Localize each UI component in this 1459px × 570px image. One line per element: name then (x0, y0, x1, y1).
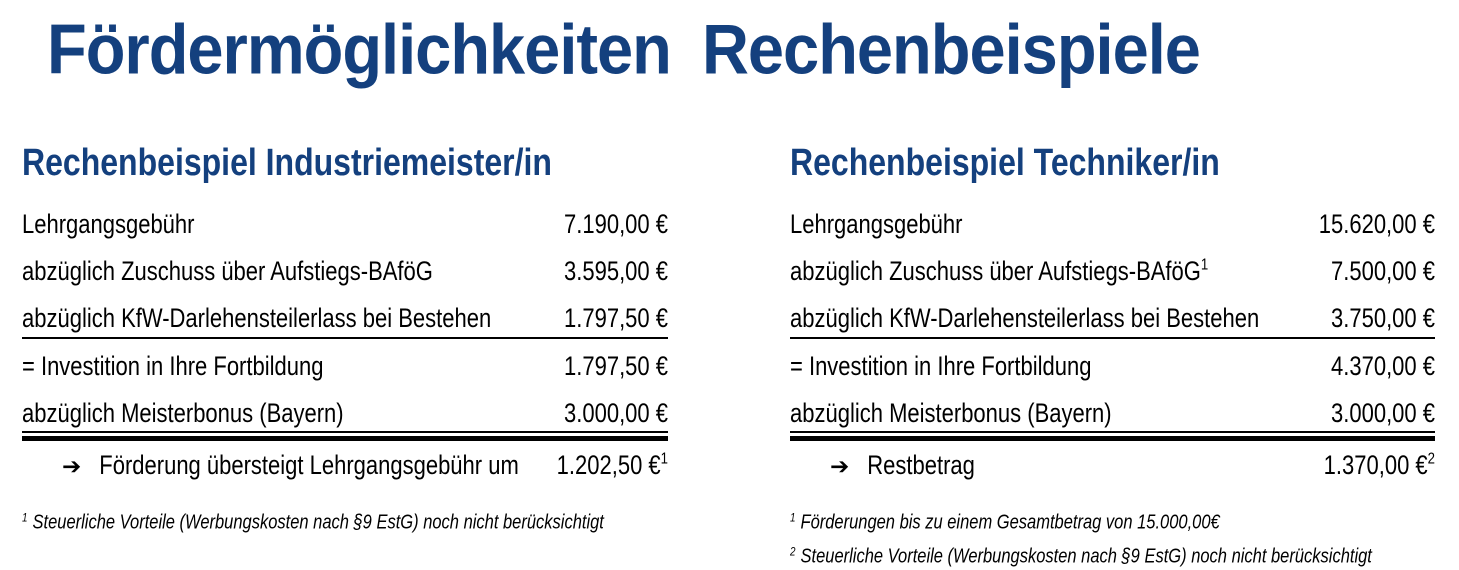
table-row: Lehrgangsgebühr 15.620,00 € (790, 208, 1435, 239)
row-label: Lehrgangsgebühr (790, 208, 962, 239)
arrow-icon: ➔ (830, 453, 850, 479)
result-row: ➔ Förderung übersteigt Lehrgangsgebühr u… (22, 449, 668, 480)
row-label-text: abzüglich Meisterbonus (Bayern) (22, 397, 344, 428)
result-label: Restbetrag (867, 449, 975, 480)
footnotes: 1 Steuerliche Vorteile (Werbungskosten na… (22, 510, 668, 535)
row-value-text: 3.000,00 € (1331, 397, 1435, 428)
subtotal-divider (790, 337, 1435, 339)
row-label-text: Lehrgangsgebühr (790, 208, 963, 239)
arrow-icon: ➔ (62, 453, 82, 479)
row-label-text: abzüglich Zuschuss über Aufstiegs-BAföG (790, 255, 1201, 286)
table-row: = Investition in Ihre Fortbildung 1.797,… (22, 350, 668, 381)
row-label: Lehrgangsgebühr (22, 208, 194, 239)
page-title: Fördermöglichkeiten Rechenbeispiele (47, 10, 1201, 94)
result-value-sup: 1 (660, 449, 668, 468)
result-label: Förderung übersteigt Lehrgangsgebühr um (99, 449, 519, 480)
row-label-text: Lehrgangsgebühr (22, 208, 195, 239)
row-value: 3.750,00 € (1331, 302, 1435, 333)
row-label: abzüglich KfW-Darlehensteilerlass bei Be… (22, 302, 491, 333)
row-value: 3.595,00 € (564, 255, 668, 286)
footnote: 1 Förderungen bis zu einem Gesamtbetrag v… (790, 510, 1435, 535)
example-industriemeister: Rechenbeispiel Industriemeister/in Lehrg… (22, 141, 668, 548)
result-label-text: Restbetrag (867, 449, 975, 480)
row-value-text: 3.000,00 € (564, 397, 668, 428)
row-value-text: 1.797,50 € (564, 302, 668, 333)
result-value-sup: 2 (1427, 449, 1435, 468)
row-label-text: abzüglich Meisterbonus (Bayern) (790, 397, 1112, 428)
footnote-marker: 2 (790, 544, 796, 559)
footnote-text: Förderungen bis zu einem Gesamtbetrag vo… (800, 511, 1220, 534)
result-label-text: Förderung übersteigt Lehrgangsgebühr um (99, 449, 519, 480)
footnote-text: Steuerliche Vorteile (Werbungskosten nac… (800, 545, 1372, 568)
row-value-text: 7.190,00 € (564, 208, 668, 239)
examples-container: Rechenbeispiel Industriemeister/in Lehrg… (0, 141, 1435, 570)
row-value: 4.370,00 € (1331, 350, 1435, 381)
footnote: 1 Steuerliche Vorteile (Werbungskosten na… (22, 510, 668, 535)
table-row: Lehrgangsgebühr 7.190,00 € (22, 208, 668, 239)
row-label-text: = Investition in Ihre Fortbildung (22, 350, 324, 381)
row-label-text: abzüglich KfW-Darlehensteilerlass bei Be… (790, 302, 1260, 333)
row-label: = Investition in Ihre Fortbildung (790, 350, 1091, 381)
table-row: abzüglich Meisterbonus (Bayern) 3.000,00… (790, 397, 1435, 428)
table-row: abzüglich Meisterbonus (Bayern) 3.000,00… (22, 397, 668, 428)
footnote: 2 Steuerliche Vorteile (Werbungskosten na… (790, 544, 1435, 569)
result-value: 1.370,00 €2 (1324, 449, 1435, 480)
section-title-text: Rechenbeispiel Techniker/in (790, 140, 1220, 184)
row-value-text: 7.500,00 € (1331, 255, 1435, 286)
total-divider (790, 431, 1435, 441)
table-row: abzüglich KfW-Darlehensteilerlass bei Be… (22, 302, 668, 333)
row-value: 3.000,00 € (1331, 397, 1435, 428)
row-label: abzüglich Zuschuss über Aufstiegs-BAföG1 (790, 255, 1208, 286)
result-value-text: 1.370,00 € (1323, 449, 1428, 480)
footnote-marker: 1 (790, 510, 796, 525)
footnote-text: Steuerliche Vorteile (Werbungskosten nac… (32, 511, 604, 534)
row-value: 7.500,00 € (1331, 255, 1435, 286)
total-divider (22, 431, 668, 441)
result-row: ➔ Restbetrag 1.370,00 €2 (790, 449, 1435, 480)
row-value-text: 3.595,00 € (564, 255, 668, 286)
row-value: 15.620,00 € (1319, 208, 1435, 239)
row-label-text: = Investition in Ihre Fortbildung (790, 350, 1092, 381)
row-value: 1.797,50 € (564, 350, 668, 381)
footnotes: 1 Förderungen bis zu einem Gesamtbetrag v… (790, 510, 1435, 569)
footnote-marker: 1 (22, 510, 28, 525)
row-label: abzüglich Meisterbonus (Bayern) (790, 397, 1112, 428)
table-row: abzüglich Zuschuss über Aufstiegs-BAföG … (22, 255, 668, 286)
row-value-text: 1.797,50 € (564, 350, 668, 381)
row-value: 1.797,50 € (564, 302, 668, 333)
table-row: = Investition in Ihre Fortbildung 4.370,… (790, 350, 1435, 381)
row-label: abzüglich KfW-Darlehensteilerlass bei Be… (790, 302, 1259, 333)
row-value: 3.000,00 € (564, 397, 668, 428)
section-title-text: Rechenbeispiel Industriemeister/in (22, 140, 552, 184)
row-label-sup: 1 (1200, 255, 1209, 274)
row-label-text: abzüglich Zuschuss über Aufstiegs-BAföG (22, 255, 433, 286)
row-value-text: 15.620,00 € (1318, 208, 1435, 239)
row-label: abzüglich Meisterbonus (Bayern) (22, 397, 344, 428)
row-label-text: abzüglich KfW-Darlehensteilerlass bei Be… (22, 302, 492, 333)
row-label: = Investition in Ihre Fortbildung (22, 350, 323, 381)
section-title-industriemeister: Rechenbeispiel Industriemeister/in (22, 141, 668, 183)
row-value-text: 4.370,00 € (1331, 350, 1435, 381)
row-value: 7.190,00 € (564, 208, 668, 239)
subtotal-divider (22, 337, 668, 339)
result-value-text: 1.202,50 € (556, 449, 661, 480)
example-techniker: Rechenbeispiel Techniker/in Lehrgangsgeb… (790, 141, 1435, 570)
section-title-techniker: Rechenbeispiel Techniker/in (790, 141, 1435, 183)
row-value-text: 3.750,00 € (1331, 302, 1435, 333)
table-row: abzüglich Zuschuss über Aufstiegs-BAföG1… (790, 255, 1435, 286)
table-row: abzüglich KfW-Darlehensteilerlass bei Be… (790, 302, 1435, 333)
row-label: abzüglich Zuschuss über Aufstiegs-BAföG (22, 255, 433, 286)
page-title-text: Fördermöglichkeiten Rechenbeispiele (47, 10, 1201, 89)
result-value: 1.202,50 €1 (557, 449, 668, 480)
